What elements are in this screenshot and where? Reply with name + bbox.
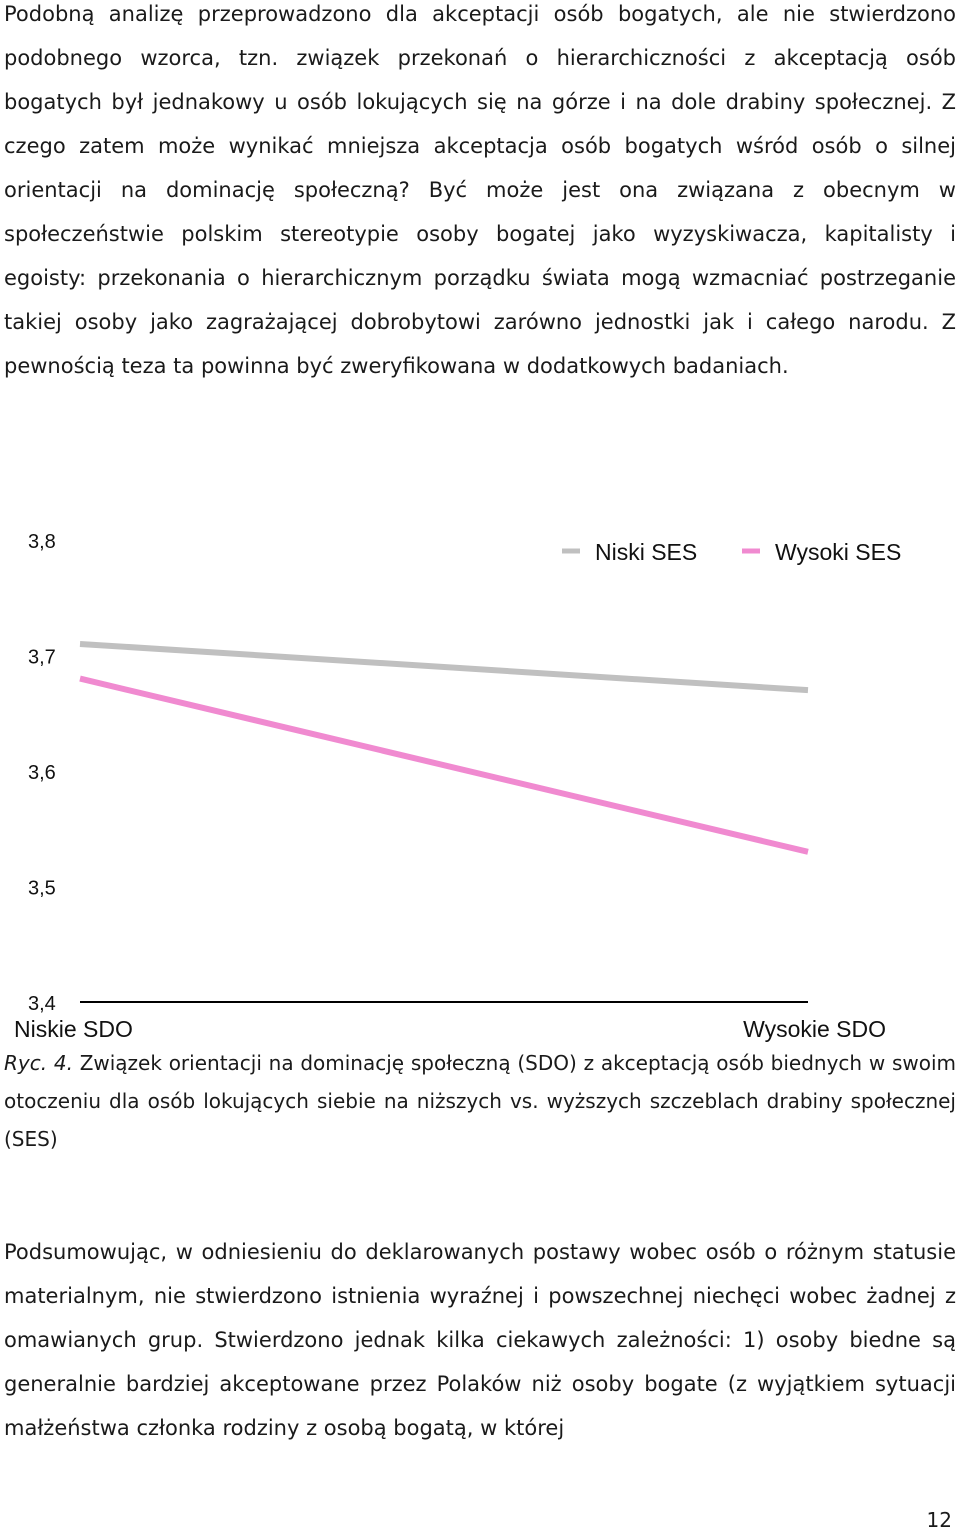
y-tick-label: 3,4	[28, 993, 56, 1015]
figure-caption: Ryc. 4. Związek orientacji na dominację …	[4, 1044, 956, 1158]
body-paragraph-1: Podobną analizę przeprowadzono dla akcep…	[4, 2, 956, 378]
y-axis-ticks: 3,4 3,5 3,6 3,7 3,8	[28, 531, 56, 1015]
figure-label: Ryc. 4.	[4, 1051, 73, 1075]
y-tick-label: 3,8	[28, 531, 56, 553]
legend-label: Niski SES	[595, 539, 697, 565]
series-line-1	[79, 640, 809, 694]
y-tick-label: 3,7	[28, 647, 56, 669]
x-tick-label: Niskie SDO	[14, 1016, 133, 1042]
chart-legend: Niski SES Wysoki SES	[562, 539, 901, 565]
y-tick-label: 3,6	[28, 762, 56, 784]
series-line-2	[79, 675, 809, 855]
y-tick-label: 3,5	[28, 878, 56, 900]
figure-caption-text: Związek orientacji na dominację społeczn…	[4, 1051, 957, 1151]
body-paragraph-2: Podsumowując, w odniesieniu do deklarowa…	[4, 1240, 956, 1440]
x-axis-labels: Niskie SDO Wysokie SDO	[14, 1016, 886, 1042]
line-chart: 3,4 3,5 3,6 3,7 3,8 Niskie SDO Wysokie SDO Ni…	[14, 531, 901, 1042]
series-lines	[79, 640, 809, 855]
legend-label: Wysoki SES	[775, 539, 901, 565]
page-number: 12	[926, 1508, 952, 1532]
x-tick-label: Wysokie SDO	[743, 1016, 886, 1042]
